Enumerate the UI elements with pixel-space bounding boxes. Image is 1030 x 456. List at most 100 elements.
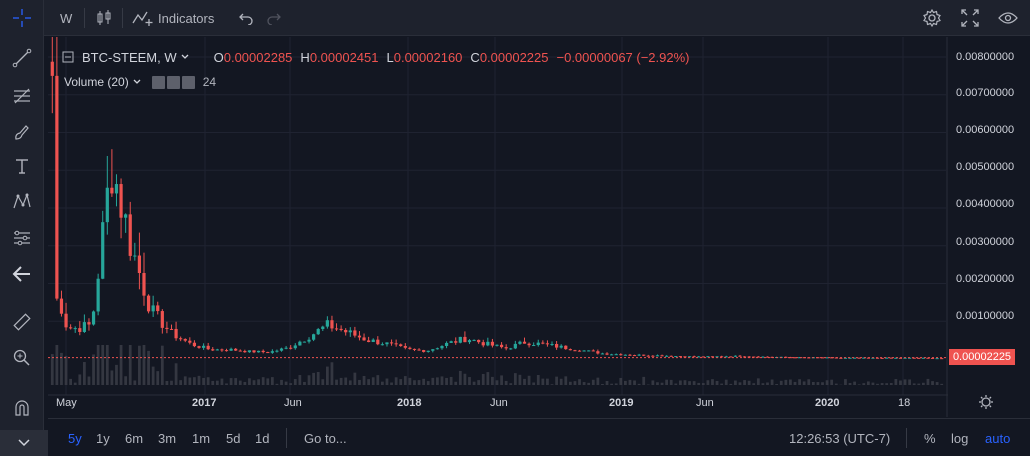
chevron-down-icon	[18, 439, 30, 447]
zoom-in-icon[interactable]	[8, 344, 36, 372]
fullscreen-icon[interactable]	[961, 0, 979, 36]
volume-bar	[697, 382, 701, 385]
candle-body	[683, 356, 687, 358]
candle-body	[852, 357, 857, 359]
range-6m-button[interactable]: 6m	[125, 430, 144, 446]
volume-bar	[266, 378, 270, 385]
settings-icon[interactable]	[922, 0, 942, 36]
magnet-icon[interactable]	[8, 394, 36, 422]
price-chart[interactable]	[48, 37, 948, 417]
volume-bar	[688, 381, 691, 385]
candle-body	[646, 355, 650, 357]
candle-body	[307, 339, 311, 342]
candle-body	[302, 341, 307, 343]
eye-icon[interactable]	[998, 0, 1018, 36]
chevron-down-icon[interactable]	[132, 77, 142, 87]
goto-button[interactable]: Go to...	[304, 430, 347, 446]
volume-bar	[358, 379, 361, 385]
candle-body	[724, 356, 728, 358]
volume-bar	[491, 376, 494, 385]
volume-bar	[743, 380, 746, 385]
collapse-toolbar-button[interactable]	[0, 430, 48, 456]
settings-small-icon[interactable]	[166, 75, 180, 89]
candle-body	[389, 342, 394, 344]
volume-bar	[128, 345, 132, 385]
volume-bar	[312, 372, 315, 385]
volume-bar	[642, 376, 646, 385]
auto-toggle[interactable]: auto	[985, 430, 1011, 446]
candle-body	[793, 357, 797, 359]
candle-body	[444, 342, 449, 346]
volume-bar	[289, 383, 293, 385]
candle-body	[183, 338, 187, 341]
range-5d-button[interactable]: 5d	[226, 430, 241, 446]
fib-retracement-icon[interactable]	[8, 82, 36, 110]
range-1m-button[interactable]: 1m	[192, 430, 211, 446]
axis-settings-icon[interactable]	[978, 394, 994, 410]
volume-bar	[55, 345, 59, 385]
volume-bar	[64, 355, 68, 385]
symbol-name[interactable]: BTC-STEEM, W	[82, 49, 177, 65]
back-arrow-icon[interactable]	[8, 260, 36, 288]
volume-bar	[83, 362, 86, 385]
candle-body	[582, 350, 586, 352]
volume-bar	[472, 381, 476, 385]
eye-toggle-icon[interactable]	[151, 75, 165, 89]
candle-body	[362, 337, 366, 341]
candle-body	[490, 341, 495, 346]
forecast-icon[interactable]	[8, 224, 36, 252]
volume-bar	[527, 375, 531, 385]
volume-bar	[935, 382, 939, 385]
candle-body	[417, 349, 421, 351]
range-1d-button[interactable]: 1d	[255, 430, 270, 446]
candle-body	[610, 354, 614, 356]
volume-bar	[844, 379, 847, 385]
ruler-icon[interactable]	[8, 308, 36, 336]
volume-bar	[921, 382, 925, 385]
range-5y-button[interactable]: 5y	[68, 430, 82, 446]
high-value: 0.00002451	[309, 49, 379, 65]
candle-body	[321, 326, 325, 330]
collapse-legend-icon[interactable]	[62, 51, 74, 63]
text-icon[interactable]	[8, 152, 36, 180]
candle-body	[224, 350, 229, 352]
log-toggle[interactable]: log	[951, 430, 969, 446]
volume-bar	[848, 383, 852, 385]
candle-body	[247, 350, 252, 353]
crosshair-icon[interactable]	[8, 4, 36, 32]
candle-body	[357, 335, 362, 338]
volume-bar	[188, 377, 192, 385]
volume-bar	[60, 352, 63, 385]
chevron-down-icon[interactable]	[180, 52, 190, 62]
volume-bar	[701, 383, 705, 385]
close-value: 0.00002225	[479, 49, 549, 65]
interval-button[interactable]: W	[60, 10, 73, 26]
candle-body	[91, 311, 96, 325]
volume-bar	[752, 383, 756, 385]
volume-bar	[371, 377, 375, 385]
pattern-icon[interactable]	[8, 188, 36, 216]
trend-line-icon[interactable]	[8, 44, 36, 72]
price-label: 0.00200000	[956, 273, 1015, 285]
range-3m-button[interactable]: 3m	[158, 430, 177, 446]
volume-bar	[257, 379, 260, 385]
close-icon[interactable]	[181, 75, 195, 89]
volume-bar	[903, 379, 907, 385]
brush-icon[interactable]	[8, 118, 36, 146]
volume-bar	[550, 384, 554, 385]
volume-bar	[426, 381, 430, 385]
redo-icon[interactable]	[266, 0, 282, 36]
volume-bar	[422, 378, 426, 385]
volume-label[interactable]: Volume (20)	[64, 75, 129, 89]
candle-body	[752, 356, 756, 358]
volume-bar	[541, 378, 545, 385]
range-1y-button[interactable]: 1y	[96, 430, 110, 446]
candle-body	[894, 357, 898, 359]
candle-body	[871, 357, 875, 359]
volume-bar	[674, 383, 678, 385]
indicators-button[interactable]: Indicators	[132, 0, 214, 36]
percent-toggle[interactable]: %	[924, 430, 936, 446]
volume-bar	[633, 380, 636, 385]
candles-icon[interactable]	[96, 0, 112, 36]
undo-icon[interactable]	[238, 0, 254, 36]
